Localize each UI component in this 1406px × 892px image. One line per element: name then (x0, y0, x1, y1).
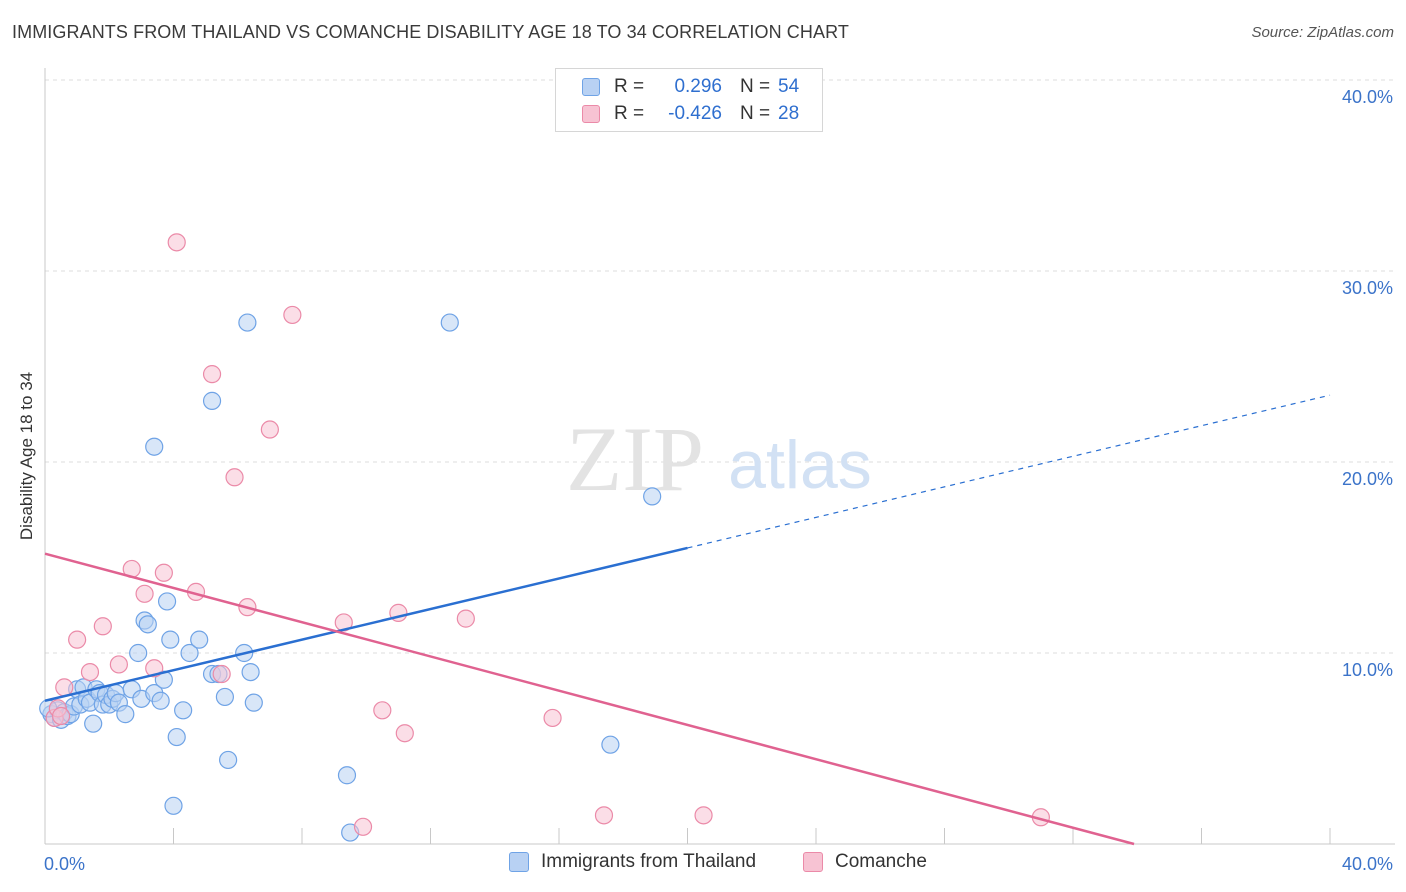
comanche-point (109, 655, 128, 674)
thailand-point (161, 630, 180, 649)
legend-label-thailand: Immigrants from Thailand (541, 851, 757, 872)
y-axis-label: Disability Age 18 to 34 (17, 371, 36, 541)
comanche-point (594, 806, 614, 825)
thailand-point (337, 766, 357, 785)
comanche-point (225, 468, 244, 487)
legend-n-label: N = (740, 76, 771, 97)
legend-row-thailand: R = 0.296 N = 54 (582, 75, 799, 99)
comanche-point (260, 420, 279, 439)
watermark-zip: ZIP (566, 408, 704, 510)
thailand-point (151, 691, 170, 710)
legend-swatch-thailand (582, 78, 600, 96)
comanche-point (373, 701, 392, 720)
comanche-point (93, 617, 112, 636)
thailand-point (138, 615, 157, 634)
thailand-point (241, 662, 260, 682)
thailand-point (129, 643, 148, 663)
comanche-point (395, 724, 414, 743)
tick-labels: 10.0% 20.0% 30.0% 40.0% 0.0% 40.0% (44, 87, 1393, 874)
thailand-point (215, 687, 234, 707)
legend-swatch-thailand (509, 852, 529, 872)
comanche-point (68, 630, 87, 649)
comanche-point (202, 365, 222, 384)
legend-n-value: 54 (778, 76, 800, 97)
comanche-point (80, 662, 100, 682)
comanche-point (212, 664, 231, 684)
thailand-trend-line (44, 546, 688, 702)
legend-r-value: 0.296 (674, 76, 722, 97)
source-label: Source: ZipAtlas.com (1251, 24, 1394, 41)
thailand-point (219, 750, 238, 770)
grid-layer (45, 79, 1395, 654)
thailand-point (244, 693, 263, 712)
comanche-point (135, 584, 154, 603)
series-legend: Immigrants from Thailand Comanche (0, 851, 1406, 877)
legend-n-value: 28 (778, 103, 800, 124)
watermark-atlas: atlas (728, 427, 872, 503)
thailand-point (145, 437, 164, 456)
legend-r-value: -0.426 (668, 103, 722, 124)
thailand-point (164, 796, 183, 815)
thailand-point (643, 487, 662, 506)
x-tick-label: 0.0% (44, 854, 85, 874)
thailand-point (84, 714, 103, 733)
comanche-point (283, 305, 302, 325)
comanche-trend-line (44, 552, 1135, 846)
thailand-trend-extension (687, 394, 1331, 549)
y-tick-label: 10.0% (1342, 660, 1393, 680)
y-tick-label: 20.0% (1342, 469, 1393, 489)
chart-title: IMMIGRANTS FROM THAILAND VS COMANCHE DIS… (12, 22, 849, 42)
watermark: ZIP atlas (566, 408, 872, 510)
thailand-point (157, 592, 177, 611)
thailand-point (202, 391, 222, 410)
comanche-point (167, 233, 186, 252)
legend-item-thailand[interactable]: Immigrants from Thailand (509, 851, 756, 873)
legend-r-label: R = (614, 76, 645, 97)
y-tick-label: 40.0% (1342, 87, 1393, 107)
thailand-point (116, 705, 135, 724)
legend-r-label: R = (614, 103, 645, 124)
thailand-point (601, 735, 620, 754)
comanche-point (51, 706, 71, 726)
legend-n-label: N = (740, 103, 771, 124)
thailand-point (180, 643, 199, 663)
comanche-point (694, 806, 713, 825)
comanche-point (456, 609, 475, 628)
thailand-point (190, 630, 209, 649)
thailand-point (174, 701, 193, 720)
y-tick-label: 30.0% (1342, 278, 1393, 298)
legend-swatch-comanche (582, 105, 600, 123)
legend-label-comanche: Comanche (835, 851, 927, 872)
points-layer (39, 233, 1050, 842)
comanche-point (543, 708, 562, 728)
legend-swatch-comanche (803, 852, 823, 872)
thailand-point (440, 313, 459, 332)
comanche-point (353, 817, 373, 836)
thailand-point (167, 727, 186, 747)
legend-item-comanche[interactable]: Comanche (803, 851, 927, 873)
thailand-point (238, 313, 257, 332)
axis-layer (44, 68, 1395, 845)
comanche-point (55, 678, 74, 697)
correlation-legend: R = 0.296 N = 54 R = -0.426 N = 28 (555, 68, 823, 132)
trend-layer (44, 394, 1331, 846)
legend-row-comanche: R = -0.426 N = 28 (582, 102, 799, 126)
comanche-point (154, 563, 173, 582)
x-tick-label: 40.0% (1342, 854, 1393, 874)
